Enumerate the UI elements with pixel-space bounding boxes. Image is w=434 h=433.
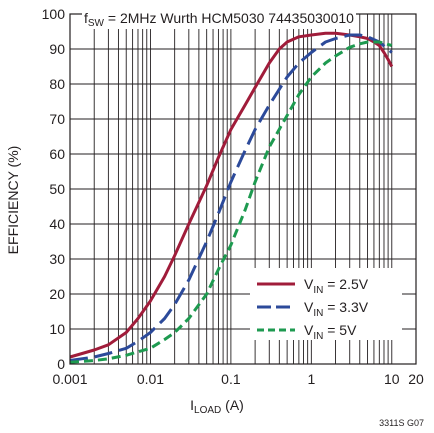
x-tick-label: 0.01: [137, 371, 164, 387]
y-tick-label: 70: [49, 111, 65, 127]
chart-title: fSW = 2MHz Wurth HCM5030 74435030010: [82, 10, 356, 29]
series-line-1: [69, 31, 394, 359]
y-tick-label: 90: [49, 41, 65, 57]
legend-box: [250, 268, 402, 340]
y-tick-label: 20: [49, 286, 65, 302]
series-line-3: [69, 40, 393, 364]
series-lines: [69, 31, 394, 364]
x-tick-label: 20: [408, 371, 424, 387]
y-tick-labels: 0 10 20 30 40 50 60 70 80 90 100: [42, 6, 66, 372]
x-tick-labels: 0.001 0.01 0.1 1 10 20: [52, 371, 424, 387]
figure-id: 3311S G07: [379, 418, 424, 428]
y-tick-label: 100: [42, 6, 66, 22]
legend: VIN = 2.5V VIN = 3.3V VIN = 5V: [250, 268, 402, 342]
y-tick-label: 0: [57, 356, 65, 372]
x-tick-label: 0.1: [221, 371, 241, 387]
y-axis-label: EFFICIENCY (%): [5, 145, 21, 255]
y-tick-label: 40: [49, 216, 65, 232]
legend-label-1: VIN = 2.5V: [304, 276, 369, 296]
y-tick-label: 10: [49, 321, 65, 337]
legend-label-2: VIN = 3.3V: [304, 299, 369, 319]
x-axis-label: ILOAD (A): [190, 397, 244, 416]
series-line-2: [69, 33, 393, 362]
y-tick-label: 50: [49, 181, 65, 197]
x-tick-label: 0.001: [52, 371, 87, 387]
x-tick-label: 10: [384, 371, 400, 387]
y-tick-label: 80: [49, 76, 65, 92]
x-tick-label: 1: [307, 371, 315, 387]
y-tick-label: 60: [49, 146, 65, 162]
y-tick-label: 30: [49, 251, 65, 267]
legend-label-3: VIN = 5V: [304, 322, 357, 342]
